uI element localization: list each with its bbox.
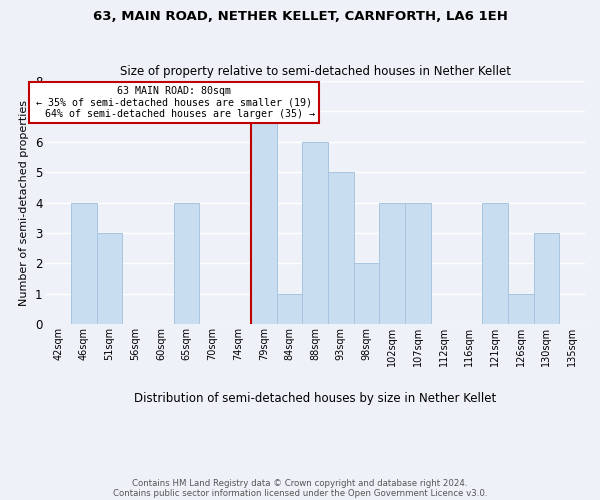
Y-axis label: Number of semi-detached properties: Number of semi-detached properties <box>19 100 29 306</box>
Bar <box>174 202 199 324</box>
Bar <box>353 264 379 324</box>
Text: Contains HM Land Registry data © Crown copyright and database right 2024.: Contains HM Land Registry data © Crown c… <box>132 478 468 488</box>
Bar <box>97 233 122 324</box>
Bar <box>71 202 97 324</box>
Text: 63, MAIN ROAD, NETHER KELLET, CARNFORTH, LA6 1EH: 63, MAIN ROAD, NETHER KELLET, CARNFORTH,… <box>92 10 508 23</box>
Bar <box>533 233 559 324</box>
Title: Size of property relative to semi-detached houses in Nether Kellet: Size of property relative to semi-detach… <box>119 66 511 78</box>
Bar <box>302 142 328 324</box>
Bar <box>379 202 405 324</box>
Bar <box>328 172 353 324</box>
Text: Distribution of semi-detached houses by size in Nether Kellet: Distribution of semi-detached houses by … <box>134 392 496 406</box>
Bar <box>277 294 302 324</box>
Text: Contains public sector information licensed under the Open Government Licence v3: Contains public sector information licen… <box>113 488 487 498</box>
Text: 63 MAIN ROAD: 80sqm
← 35% of semi-detached houses are smaller (19)
  64% of semi: 63 MAIN ROAD: 80sqm ← 35% of semi-detach… <box>33 86 315 119</box>
Bar <box>251 112 277 324</box>
Bar <box>405 202 431 324</box>
Bar <box>482 202 508 324</box>
Bar <box>508 294 533 324</box>
